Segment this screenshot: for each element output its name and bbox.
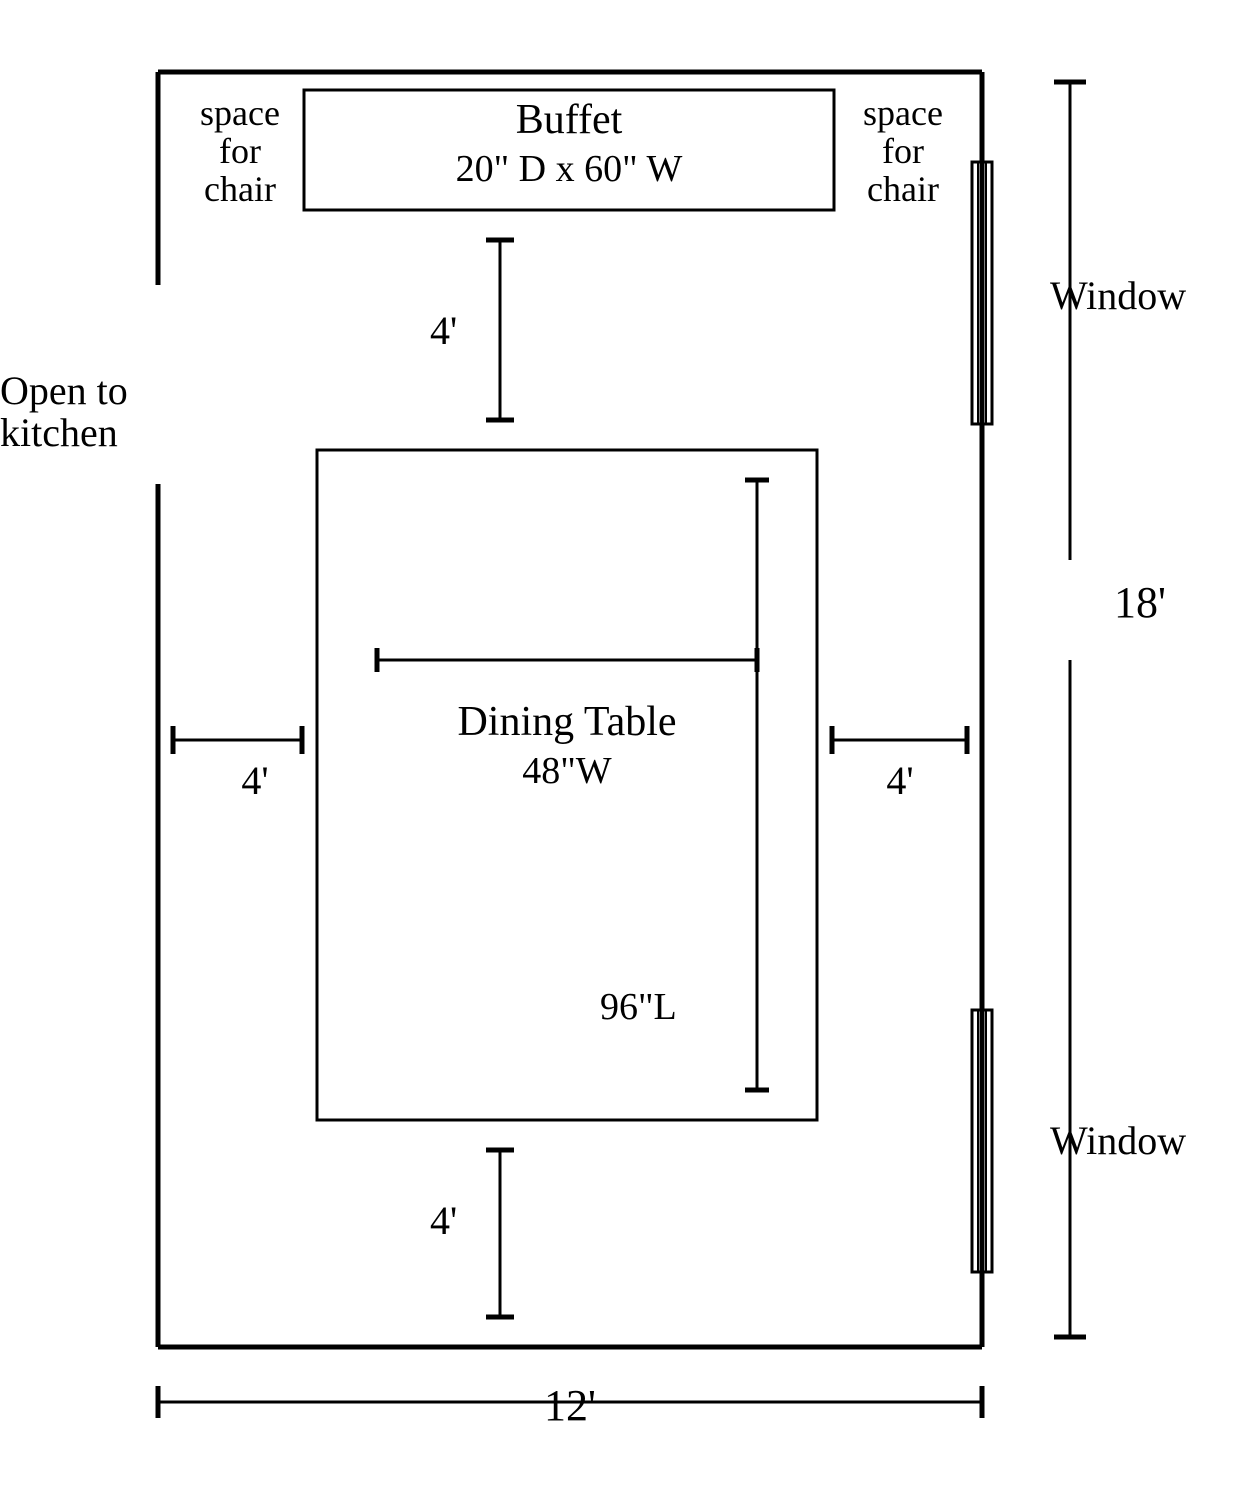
buffet-subtitle: 20" D x 60" W [304,150,834,190]
gap-bottom-label: 4' [430,1200,490,1242]
room-width-label: 12' [520,1383,620,1429]
gap-left-label: 4' [225,760,285,802]
open-to-kitchen-label: Open to kitchen [0,370,160,454]
floorplan-diagram: Buffet 20" D x 60" W space for chair spa… [0,0,1244,1482]
gap-top-label: 4' [430,310,490,352]
room-height-label: 18' [1100,580,1180,626]
gap-right-label: 4' [870,760,930,802]
space-for-chair-right: space for chair [838,95,968,208]
dining-table-title: Dining Table [317,700,817,744]
dining-table-length: 96"L [600,988,760,1028]
dining-table-width: 48"W [317,752,817,792]
buffet-title: Buffet [304,98,834,142]
window-top-label: Window [1050,275,1230,317]
window-bottom-label: Window [1050,1120,1230,1162]
space-for-chair-left: space for chair [175,95,305,208]
